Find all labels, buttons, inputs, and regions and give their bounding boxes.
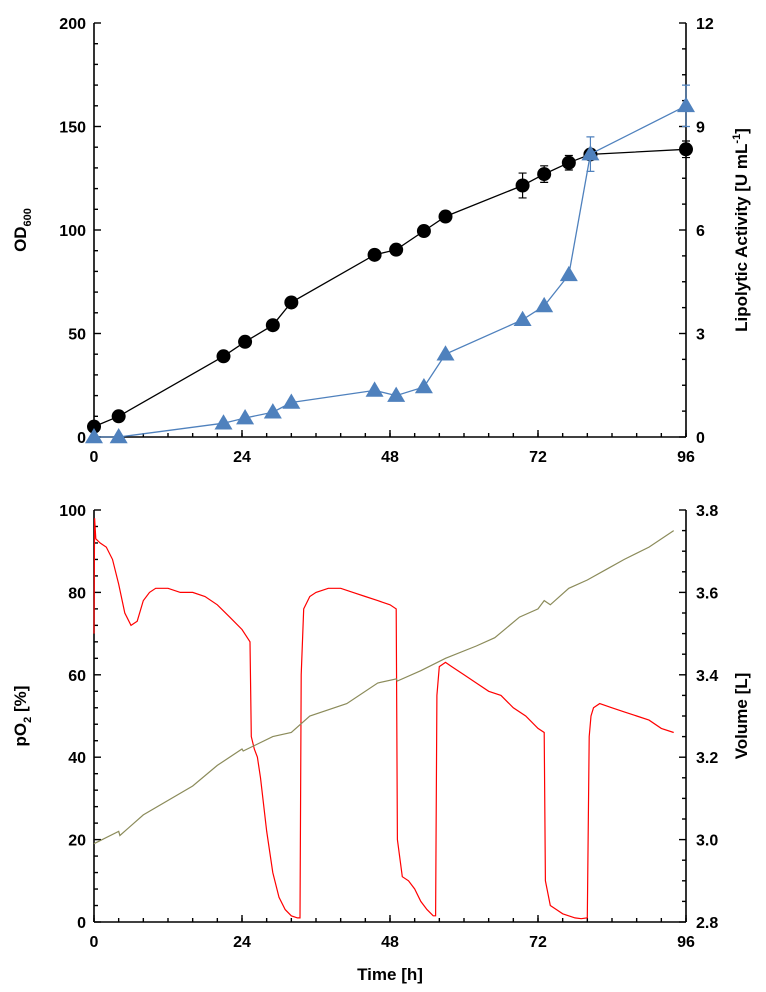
series-line [93, 530, 675, 845]
od-data-point [238, 334, 253, 349]
y-left-tick-label: 40 [68, 750, 86, 767]
x-tick-label: 72 [529, 449, 547, 466]
y-left-tick-label: 20 [68, 833, 86, 850]
series-line [93, 148, 687, 428]
lipolytic-data-point [236, 409, 255, 425]
od-data-point [537, 167, 552, 182]
x-tick-label: 0 [90, 934, 99, 951]
x-tick-label: 48 [381, 934, 399, 951]
od-data-point [416, 224, 431, 239]
od-data-point [87, 419, 101, 434]
x-tick-label: 48 [381, 449, 399, 466]
y-left-tick-label: 200 [59, 16, 86, 33]
od-data-point [265, 318, 280, 333]
lipolytic-data-point [387, 386, 406, 402]
x-tick-label: 72 [529, 934, 547, 951]
lipolytic-data-point [263, 403, 282, 419]
od-data-point [284, 295, 299, 310]
lipolytic-data-point [513, 310, 532, 326]
y-right-tick-label: 0 [696, 430, 705, 447]
lipolytic-data-point [436, 345, 455, 361]
od-data-point [367, 247, 382, 262]
x-tick-label: 24 [233, 449, 251, 466]
lipolytic-data-point [559, 265, 578, 282]
y-left-tick-label: 100 [59, 503, 86, 520]
x-tick-label: 96 [677, 449, 695, 466]
y-left-tick-label: 0 [77, 915, 86, 932]
y-right-tick-label: 3.0 [696, 833, 718, 850]
y-left-tick-label: 60 [68, 668, 86, 685]
od-data-point [389, 242, 404, 257]
y-right-tick-label: 3.6 [696, 585, 718, 602]
y-left-tick-label: 50 [68, 327, 86, 344]
lipolytic-data-point [535, 296, 554, 313]
bottom-left-y-title: pO2 [%] [11, 686, 34, 747]
y-left-tick-label: 0 [77, 430, 86, 447]
y-left-tick-label: 150 [59, 120, 86, 137]
y-right-tick-label: 2.8 [696, 915, 718, 932]
bottom-panel: 0 24 48 72 960204060801002.83.03.23.43.63.8 … [11, 503, 751, 984]
lipolytic-data-point [677, 96, 695, 113]
x-tick-label: 96 [677, 934, 695, 951]
od-data-point [216, 349, 231, 364]
y-right-tick-label: 3.8 [696, 503, 718, 520]
top-left-y-title: OD600 [11, 208, 34, 252]
lipolytic-data-point [581, 145, 600, 161]
x-tick-label: 24 [233, 934, 251, 951]
y-right-tick-label: 12 [696, 16, 714, 33]
lipolytic-data-point [85, 428, 103, 444]
lipolytic-data-point [414, 377, 433, 394]
od-data-point [515, 178, 530, 193]
y-left-tick-label: 100 [59, 223, 86, 240]
y-left-tick-label: 80 [68, 585, 86, 602]
od-data-point [679, 142, 693, 157]
y-right-tick-label: 9 [696, 120, 705, 137]
lipolytic-data-point [109, 428, 128, 444]
bottom-right-y-title: Volume [L] [732, 673, 751, 760]
od-data-point [561, 155, 576, 170]
y-right-tick-label: 3.2 [696, 750, 718, 767]
od-data-point [111, 409, 126, 424]
lipolytic-data-point [282, 393, 301, 409]
od-data-point [438, 209, 453, 224]
top-right-y-title: Lipolytic Activity [U mL-1] [731, 128, 751, 332]
y-right-tick-label: 3.4 [696, 668, 718, 685]
lipolytic-data-point [214, 414, 233, 430]
x-tick-label: 0 [90, 449, 99, 466]
y-right-tick-label: 6 [696, 223, 705, 240]
lipolytic-data-point [365, 381, 384, 397]
y-right-tick-label: 3 [696, 327, 705, 344]
series-line [93, 518, 674, 920]
bottom-x-title: Time [h] [357, 965, 423, 984]
